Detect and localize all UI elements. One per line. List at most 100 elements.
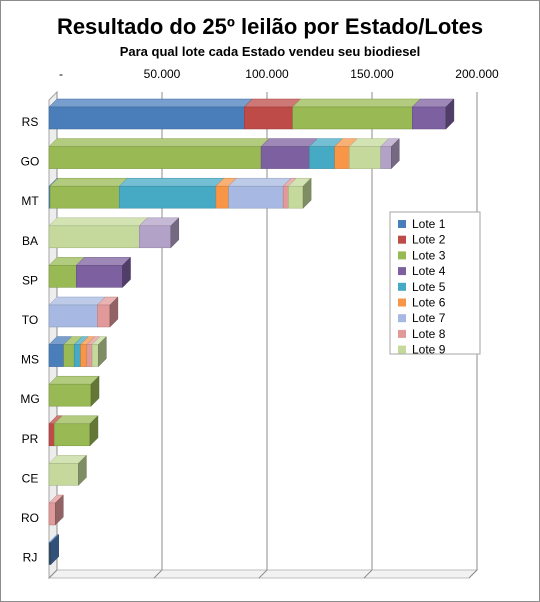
bar-segment-pr-lote-3-end (89, 415, 99, 447)
chart-title: Resultado do 25º leilão por Estado/Lotes (57, 14, 483, 39)
bar-segment-pr-lote-2 (48, 423, 55, 447)
bar-segment-ba-extra (139, 225, 172, 249)
legend-label: Lote 8 (412, 327, 446, 341)
legend-swatch (398, 298, 406, 307)
bar-segment-sp-lote-4 (76, 265, 123, 288)
bar-segment-rj-lote-1 (48, 542, 51, 565)
x-tick-label: - (59, 67, 63, 81)
legend-label: Lote 7 (412, 311, 446, 325)
x-tick-label: 200.000 (455, 67, 499, 81)
bar-segment-mg-lote-3-top (48, 375, 100, 385)
bar-segment-sp-lote-4-end (122, 256, 131, 289)
bar-segment-to-lote-8 (97, 304, 111, 328)
bar-segment-go-lote-3-top (48, 138, 270, 147)
bar-segment-mt-lote-6 (215, 185, 229, 209)
bar-segment-ms-lote-5 (73, 344, 81, 367)
bar-segment-mt-lote-3-top (49, 177, 128, 187)
bar-segment-ce-lote-9-end (78, 454, 87, 487)
bar-segment-mt-lote-5 (119, 185, 217, 209)
legend-swatch (398, 235, 406, 244)
bar-ba (48, 217, 180, 249)
bar-segment-ba-extra-end (170, 217, 180, 249)
bar-segment-ro-lote-8-end (55, 494, 64, 526)
category-label: RO (21, 511, 39, 525)
bar-ro (48, 494, 64, 526)
x-tick-label: 150.000 (350, 67, 394, 81)
legend-label: Lote 1 (412, 217, 446, 231)
bar-segment-mg-lote-3 (48, 383, 92, 407)
bar-segment-ms-lote-3 (63, 344, 75, 367)
category-label: SP (22, 273, 38, 287)
bar-segment-sp-lote-4-top (75, 257, 132, 266)
bar-segment-mt-lote-7 (228, 185, 284, 209)
bar-segment-go-extra-end (391, 137, 400, 170)
bar-rs (48, 98, 455, 130)
legend-swatch (398, 251, 406, 260)
bar-mt (48, 177, 312, 209)
bar-ce (48, 454, 88, 487)
bar-segment-mg-lote-3-end (90, 375, 100, 407)
bar-segment-mt-lote-5-top (118, 177, 225, 187)
gridline-floor (363, 569, 373, 579)
bar-segment-rs-lote-3 (292, 106, 413, 130)
category-label: TO (22, 313, 38, 327)
bar-segment-pr-lote-3 (54, 423, 91, 447)
bar-segment-ro-lote-8 (48, 502, 56, 526)
bar-segment-mt-lote-9 (288, 185, 304, 209)
bar-pr (48, 415, 99, 447)
bar-segment-rs-lote-1-top (48, 98, 253, 108)
category-label: MG (20, 392, 39, 406)
category-label: RJ (23, 551, 38, 565)
bar-go (48, 137, 400, 170)
bar-segment-sp-lote-3 (48, 265, 77, 288)
bar-segment-mt-lote-9-end (302, 177, 312, 209)
bar-sp (48, 256, 132, 289)
gridline-floor (468, 569, 478, 579)
category-label: MT (21, 194, 39, 208)
category-label: PR (22, 432, 39, 446)
legend-label: Lote 6 (412, 296, 446, 310)
bar-segment-go-lote-9 (349, 146, 382, 169)
category-label: CE (22, 471, 39, 485)
legend-label: Lote 3 (412, 248, 446, 262)
category-label: RS (22, 115, 39, 129)
bar-segment-rs-lote-4 (412, 106, 447, 130)
bar-segment-ms-lote-1 (48, 344, 64, 367)
category-label: MS (21, 353, 39, 367)
bar-ms (48, 335, 107, 368)
legend-swatch (398, 267, 406, 276)
bar-segment-rs-lote-4-end (445, 98, 455, 130)
bar-segment-ms-lote-8 (86, 344, 93, 367)
bar-segment-to-lote-8-end (109, 296, 119, 328)
category-label: GO (21, 155, 40, 169)
bar-segment-go-lote-3 (48, 146, 262, 169)
legend-swatch (398, 282, 406, 291)
bar-segment-rs-lote-2 (244, 106, 293, 130)
bar-segment-ms-lote-9-end (98, 335, 107, 368)
bar-segment-mt-lote-3 (49, 185, 120, 209)
bar-segment-ce-lote-9 (48, 463, 79, 486)
bar-segment-ba-lote-9-top (48, 217, 148, 227)
bar-segment-rs-lote-2-top (243, 98, 302, 108)
legend-swatch (398, 329, 406, 338)
legend-swatch (398, 345, 406, 354)
bar-segment-go-lote-5 (309, 146, 335, 169)
bar-segment-ms-lote-9 (91, 344, 99, 367)
gridline-floor (153, 569, 163, 579)
bar-to (48, 296, 119, 328)
gridline-floor (258, 569, 268, 579)
bar-segment-rj-lote-1-end (50, 533, 59, 566)
legend-label: Lote 2 (412, 233, 446, 247)
bar-segment-rs-lote-3-top (291, 98, 421, 108)
bar-segment-ms-lote-6 (80, 344, 88, 367)
legend-label: Lote 9 (412, 343, 446, 357)
chart-subtitle: Para qual lote cada Estado vendeu seu bi… (120, 44, 421, 59)
bar-rj (48, 533, 60, 566)
legend-label: Lote 4 (412, 264, 446, 278)
bar-segment-mt-lote-7-top (227, 177, 292, 187)
category-label: BA (22, 234, 38, 248)
bar-segment-to-lote-7-top (48, 296, 106, 306)
bar-segment-mt-lote-8 (282, 185, 289, 209)
legend-swatch (398, 314, 406, 323)
